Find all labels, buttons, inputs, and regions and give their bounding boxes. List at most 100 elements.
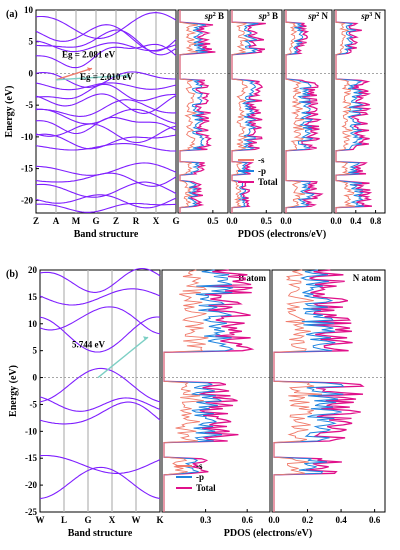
pdos-x-tick-label: 0.4 <box>350 216 362 226</box>
legend-label: -s <box>258 155 265 165</box>
pdos-title-atom: B <box>270 11 278 21</box>
pdos-x-tick-label: 0.2 <box>302 515 314 525</box>
y-tick-label: 5 <box>29 37 34 47</box>
band-line <box>39 367 161 403</box>
y-tick-label: -5 <box>30 399 38 409</box>
band-structure-frame <box>39 269 161 513</box>
band-line <box>35 93 177 114</box>
pdos-curve-p <box>335 10 365 213</box>
y-tick-label: -5 <box>26 100 34 110</box>
pdos-curve-total <box>273 269 365 512</box>
band-line <box>39 466 161 500</box>
y-tick-label: -10 <box>25 426 37 436</box>
x-axis-label: Band structure <box>74 229 139 240</box>
kpoint-label: X <box>109 515 116 525</box>
pdos-x-tick-label: 0.0 <box>280 216 292 226</box>
band-line <box>35 116 177 135</box>
pdos-x-tick-label: 0.0 <box>268 515 280 525</box>
y-tick-label: 10 <box>28 319 38 329</box>
y-tick-label: -20 <box>21 195 33 205</box>
y-tick-label: 10 <box>24 5 34 15</box>
band-line <box>35 71 176 88</box>
pdos-title-prefix: sp <box>204 11 214 21</box>
y-tick-label: 0 <box>29 68 34 78</box>
kpoint-label: W <box>36 515 45 525</box>
pdos-curve-s <box>231 10 250 213</box>
pdos-x-tick-label: 0.5 <box>207 216 219 226</box>
pdos-x-axis-label: PDOS (electrons/eV) <box>238 229 326 240</box>
pdos-x-tick-label: 0.8 <box>370 216 382 226</box>
band-line <box>35 29 177 56</box>
pdos-title-prefix: sp <box>307 11 317 21</box>
band-line <box>35 172 177 187</box>
panel-label: (b) <box>6 269 18 280</box>
band-line <box>35 99 177 117</box>
kpoint-label: R <box>133 216 140 226</box>
band-line <box>35 12 177 39</box>
kpoint-label: X <box>153 216 160 226</box>
gap-arrow-head <box>125 74 130 79</box>
gap-arrow <box>55 67 93 81</box>
pdos-frame <box>333 9 386 214</box>
pdos-frame <box>177 9 229 214</box>
band-line <box>35 40 177 53</box>
gap-annotation: 5.744 eV <box>72 339 105 349</box>
pdos-frame <box>283 9 333 214</box>
kpoint-label: L <box>61 515 67 525</box>
legend-label: Total <box>258 177 278 187</box>
pdos-title: sp3 N <box>360 11 381 21</box>
pdos-curve-s <box>335 10 356 213</box>
y-tick-label: 20 <box>28 265 38 275</box>
band-line <box>39 288 161 306</box>
band-line <box>35 123 177 144</box>
pdos-title-prefix: sp <box>258 11 268 21</box>
kpoint-label: Z <box>113 216 119 226</box>
pdos-x-tick-label: 0.6 <box>369 515 381 525</box>
kpoint-label: G <box>172 216 179 226</box>
y-tick-label: 15 <box>28 292 38 302</box>
y-tick-label: -20 <box>25 480 37 490</box>
pdos-title-sup: 3 <box>267 12 270 18</box>
pdos-frame <box>161 269 271 513</box>
pdos-title-sup: 2 <box>213 12 216 18</box>
pdos-frame <box>229 9 283 214</box>
pdos-x-tick-label: 0.3 <box>200 515 212 525</box>
pdos-curve-s <box>179 10 198 213</box>
pdos-title: sp3 B <box>258 11 278 21</box>
kpoint-label: W <box>132 515 141 525</box>
pdos-title-sup: 3 <box>369 12 372 18</box>
band-line <box>39 306 161 335</box>
pdos-curve-s <box>163 269 209 512</box>
pdos-x-tick-label: 0.6 <box>242 515 254 525</box>
pdos-title: sp2 B <box>204 11 224 21</box>
x-axis-label: Band structure <box>68 528 133 539</box>
band-line <box>39 454 161 474</box>
gap-annotation: Eg = 2.081 eV <box>62 50 116 60</box>
y-tick-label: -25 <box>25 507 37 517</box>
pdos-title-atom: N <box>319 11 328 21</box>
pdos-x-tick-label: 0.0 <box>226 216 238 226</box>
pdos-x-axis-label: PDOS (electrons/eV) <box>224 528 312 539</box>
legend-label: Total <box>196 483 216 493</box>
kpoint-label: G <box>84 515 91 525</box>
band-line <box>35 194 177 209</box>
band-line <box>39 401 161 425</box>
gap-arrow <box>55 74 131 81</box>
band-line <box>39 267 161 293</box>
legend-label: -s <box>196 461 203 471</box>
pdos-x-tick-label: 0.5 <box>261 216 273 226</box>
band-line <box>35 43 177 69</box>
kpoint-label: M <box>72 216 81 226</box>
legend-label: -p <box>196 472 204 482</box>
pdos-title-prefix: sp <box>360 11 370 21</box>
pdos-curve-s <box>273 269 323 512</box>
band-line <box>39 396 161 412</box>
pdos-x-tick-label: 0.0 <box>330 216 342 226</box>
band-line <box>39 316 161 353</box>
pdos-curve-p <box>273 269 345 512</box>
band-line <box>35 82 177 91</box>
pdos-title: N atom <box>353 273 382 283</box>
kpoint-label: A <box>53 216 60 226</box>
y-tick-label: -10 <box>21 132 33 142</box>
